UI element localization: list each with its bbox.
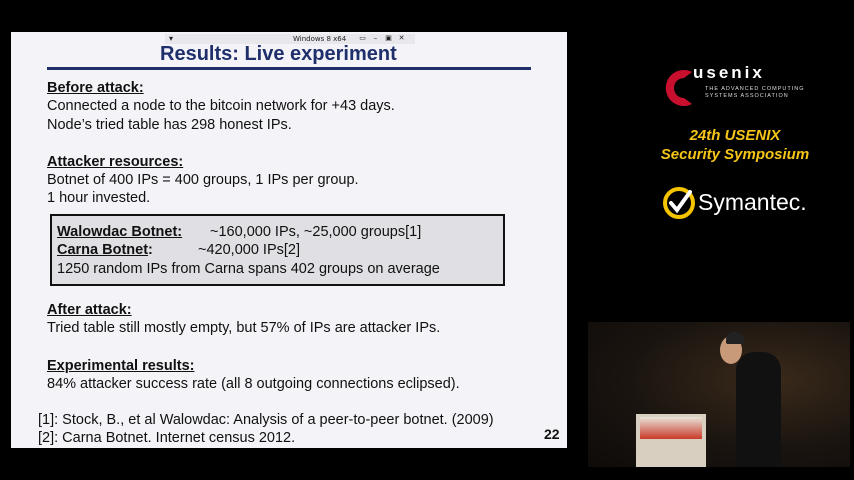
before-attack-line-2: Node’s tried table has 298 honest IPs. xyxy=(47,117,292,133)
carna-row: Carna Botnet: ~420,000 IPs[2] xyxy=(57,241,300,259)
walowdac-row: Walowdac Botnet: ~160,000 IPs, ~25,000 g… xyxy=(57,223,421,241)
pin-icon[interactable]: ▾ xyxy=(169,34,174,43)
symposium-title: 24th USENIX Security Symposium xyxy=(645,126,825,164)
speaker-body xyxy=(736,352,781,467)
page-number: 22 xyxy=(544,426,560,442)
carna-label: Carna Botnet xyxy=(57,242,149,258)
speaker-hair xyxy=(726,332,744,344)
usenix-logo-icon xyxy=(665,70,692,106)
carna-colon: : xyxy=(148,242,153,258)
monitor-icon[interactable]: ▭ xyxy=(359,34,366,42)
podium-sign-icon xyxy=(640,417,702,439)
walowdac-value: ~160,000 IPs, ~25,000 groups[1] xyxy=(210,224,422,240)
attacker-resources-line-2: 1 hour invested. xyxy=(47,190,151,206)
restore-icon[interactable]: ▣ xyxy=(385,34,392,42)
vm-window-title: Windows 8 x64 xyxy=(293,35,347,43)
after-attack-heading: After attack: xyxy=(47,302,132,318)
experimental-results-line: 84% attacker success rate (all 8 outgoin… xyxy=(47,376,460,392)
after-attack-line: Tried table still mostly empty, but 57% … xyxy=(47,320,441,336)
usenix-tagline: THE ADVANCED COMPUTING SYSTEMS ASSOCIATI… xyxy=(705,86,805,99)
random-ips-line: 1250 random IPs from Carna spans 402 gro… xyxy=(57,261,440,277)
usenix-wordmark: usenix xyxy=(693,63,765,82)
symantec-logo: Symantec. xyxy=(698,189,807,215)
speaker-video xyxy=(588,322,850,467)
experimental-results-heading: Experimental results: xyxy=(47,358,195,374)
slide-title: Results: Live experiment xyxy=(160,43,397,65)
walowdac-label: Walowdac Botnet: xyxy=(57,224,183,240)
carna-value: ~420,000 IPs[2] xyxy=(198,242,300,258)
attacker-resources-line-1: Botnet of 400 IPs = 400 groups, 1 IPs pe… xyxy=(47,172,359,188)
podium xyxy=(636,414,706,467)
video-backdrop xyxy=(588,322,850,467)
attacker-resources-heading: Attacker resources: xyxy=(47,154,184,170)
vm-window-titlebar[interactable]: ▾ Windows 8 x64 ▭ – ▣ ✕ xyxy=(165,34,415,44)
reference-1: [1]: Stock, B., et al Walowdac: Analysis… xyxy=(38,412,494,428)
botnet-info-box: Walowdac Botnet: ~160,000 IPs, ~25,000 g… xyxy=(50,214,505,286)
symposium-line-2: Security Symposium xyxy=(660,146,810,163)
symposium-line-1: 24th USENIX xyxy=(689,127,781,144)
before-attack-heading: Before attack: xyxy=(47,80,144,96)
reference-2: [2]: Carna Botnet. Internet census 2012. xyxy=(38,430,296,446)
close-icon[interactable]: ✕ xyxy=(398,34,405,42)
minimize-icon[interactable]: – xyxy=(373,34,378,42)
symantec-checkmark-icon xyxy=(663,187,695,219)
title-divider xyxy=(47,67,531,70)
before-attack-line-1: Connected a node to the bitcoin network … xyxy=(47,98,395,114)
